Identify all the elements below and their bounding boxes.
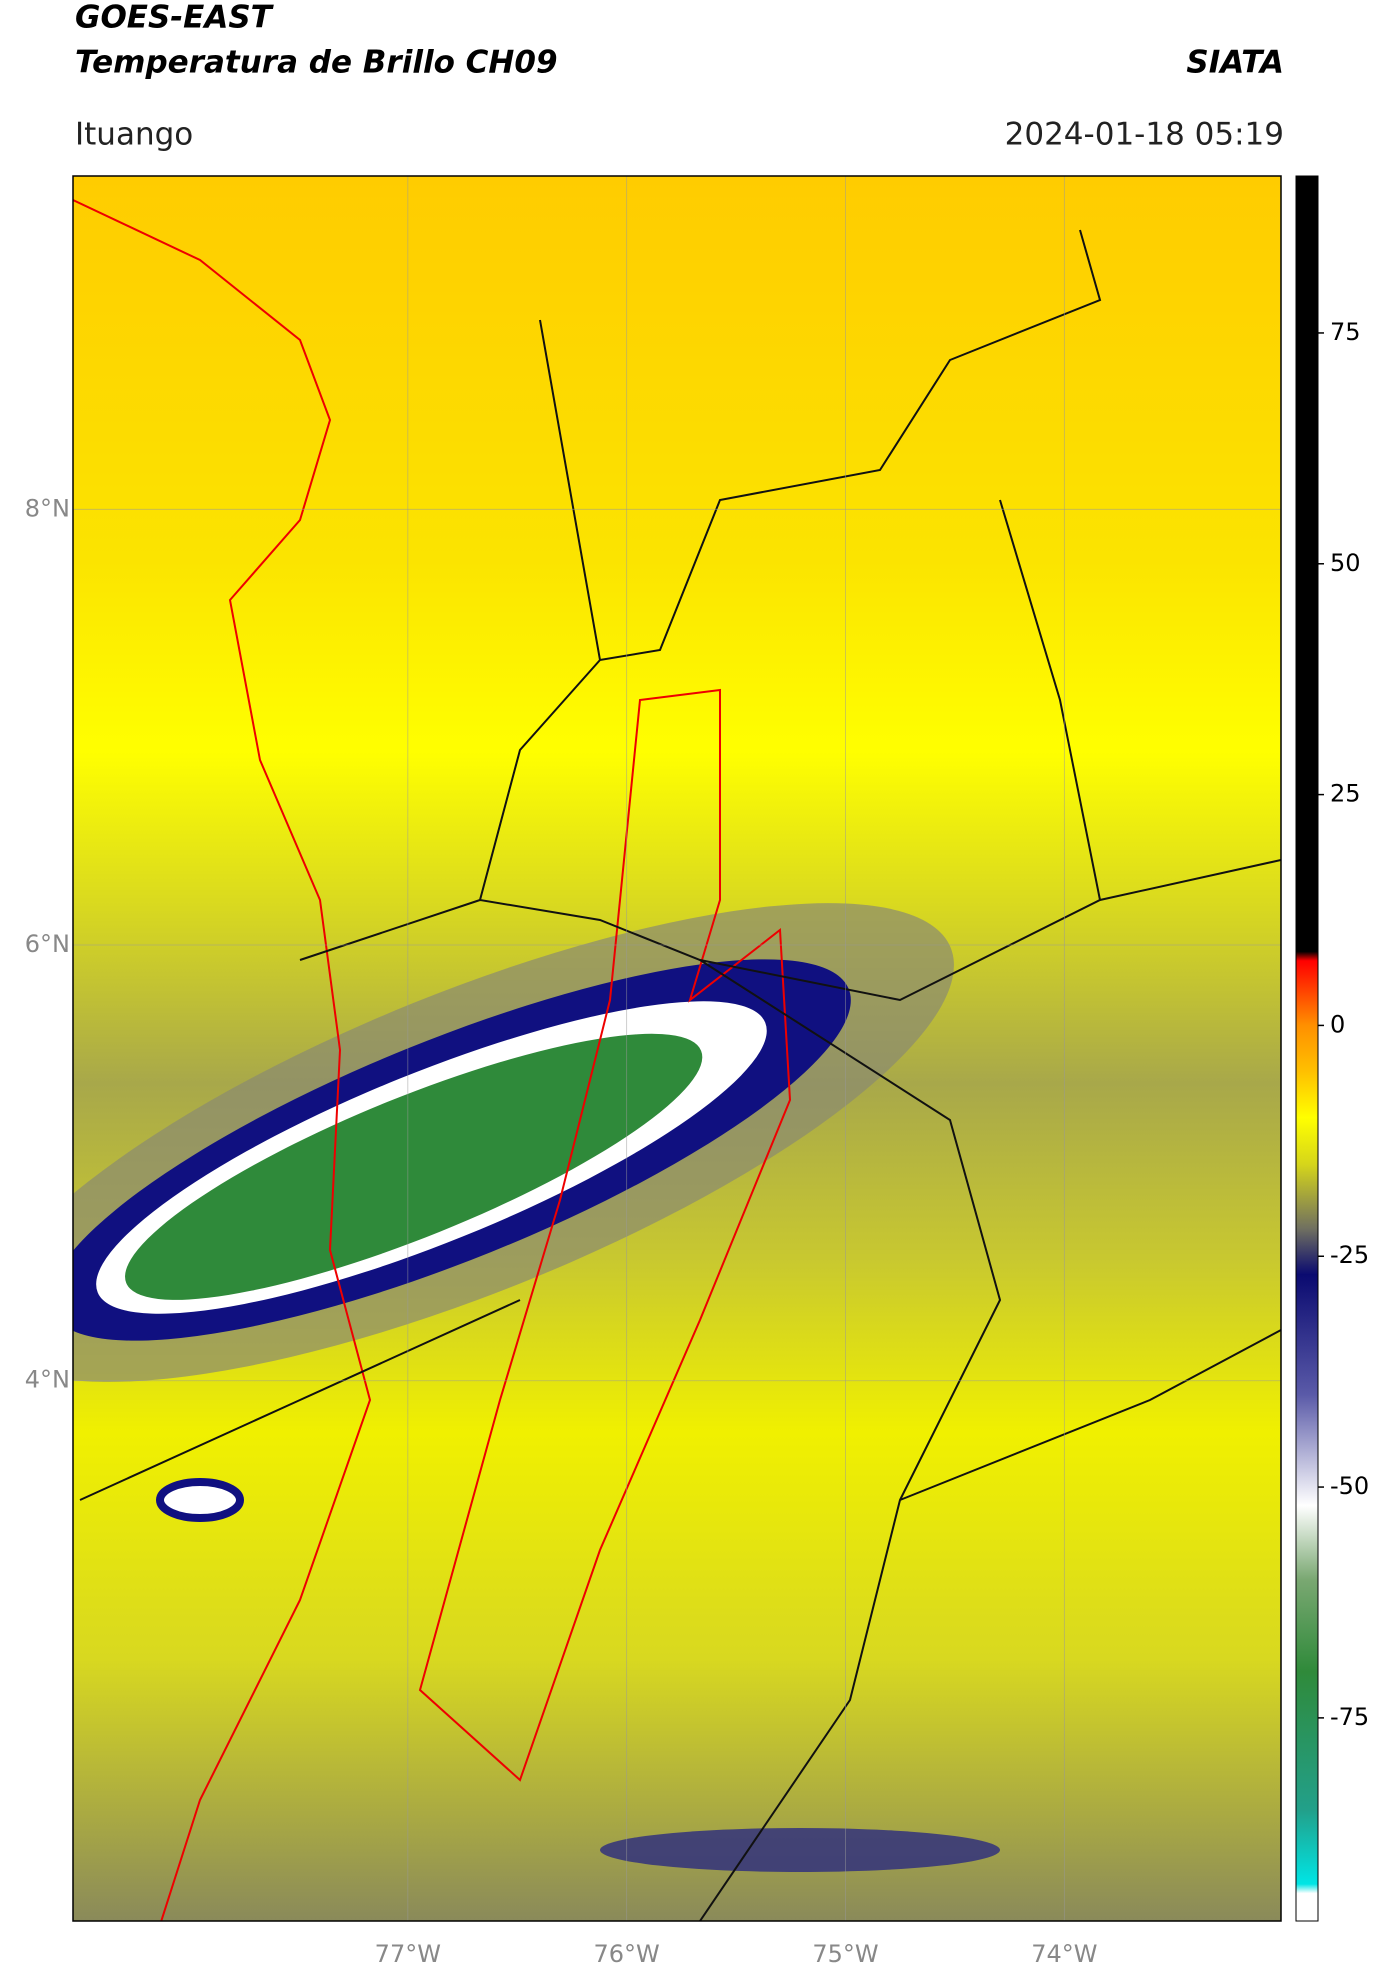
lat-label: 6°N	[25, 930, 70, 958]
admin-borders	[79, 229, 1281, 1921]
lon-label: 76°W	[594, 1940, 660, 1968]
coastline	[73, 199, 372, 1921]
lon-label: 75°W	[812, 1940, 878, 1968]
cloud-green	[125, 1033, 703, 1300]
colorbar	[1295, 175, 1319, 1922]
colorbar-tick-label: -25	[1330, 1241, 1369, 1269]
map	[73, 176, 1281, 1921]
brand: SIATA	[1186, 45, 1284, 81]
lon-label: 74°W	[1031, 1940, 1097, 1968]
cloud-south	[600, 1828, 1000, 1872]
lon-label: 77°W	[375, 1940, 441, 1968]
title-line2: Temperatura de Brillo CH09	[75, 45, 558, 81]
colorbar-tick-label: -50	[1330, 1472, 1369, 1500]
map-frame	[72, 175, 1282, 1922]
basin-outline	[418, 688, 792, 1782]
lat-label: 8°N	[25, 494, 70, 522]
colorbar-tick-label: 50	[1330, 549, 1361, 577]
graticule	[73, 176, 1281, 1921]
colorbar-tick-label: 0	[1330, 1010, 1345, 1038]
lat-label: 4°N	[25, 1366, 70, 1394]
cloud	[73, 903, 954, 1382]
colorbar-tick-label: 75	[1330, 318, 1361, 346]
datetime: 2024-01-18 05:19	[1005, 117, 1284, 153]
region: Ituango	[75, 117, 193, 153]
colorbar-tick-label: -75	[1330, 1703, 1369, 1731]
cloud-small	[156, 1478, 244, 1522]
title-line1: GOES-EAST	[75, 0, 275, 36]
colorbar-tick-label: 25	[1330, 780, 1361, 808]
